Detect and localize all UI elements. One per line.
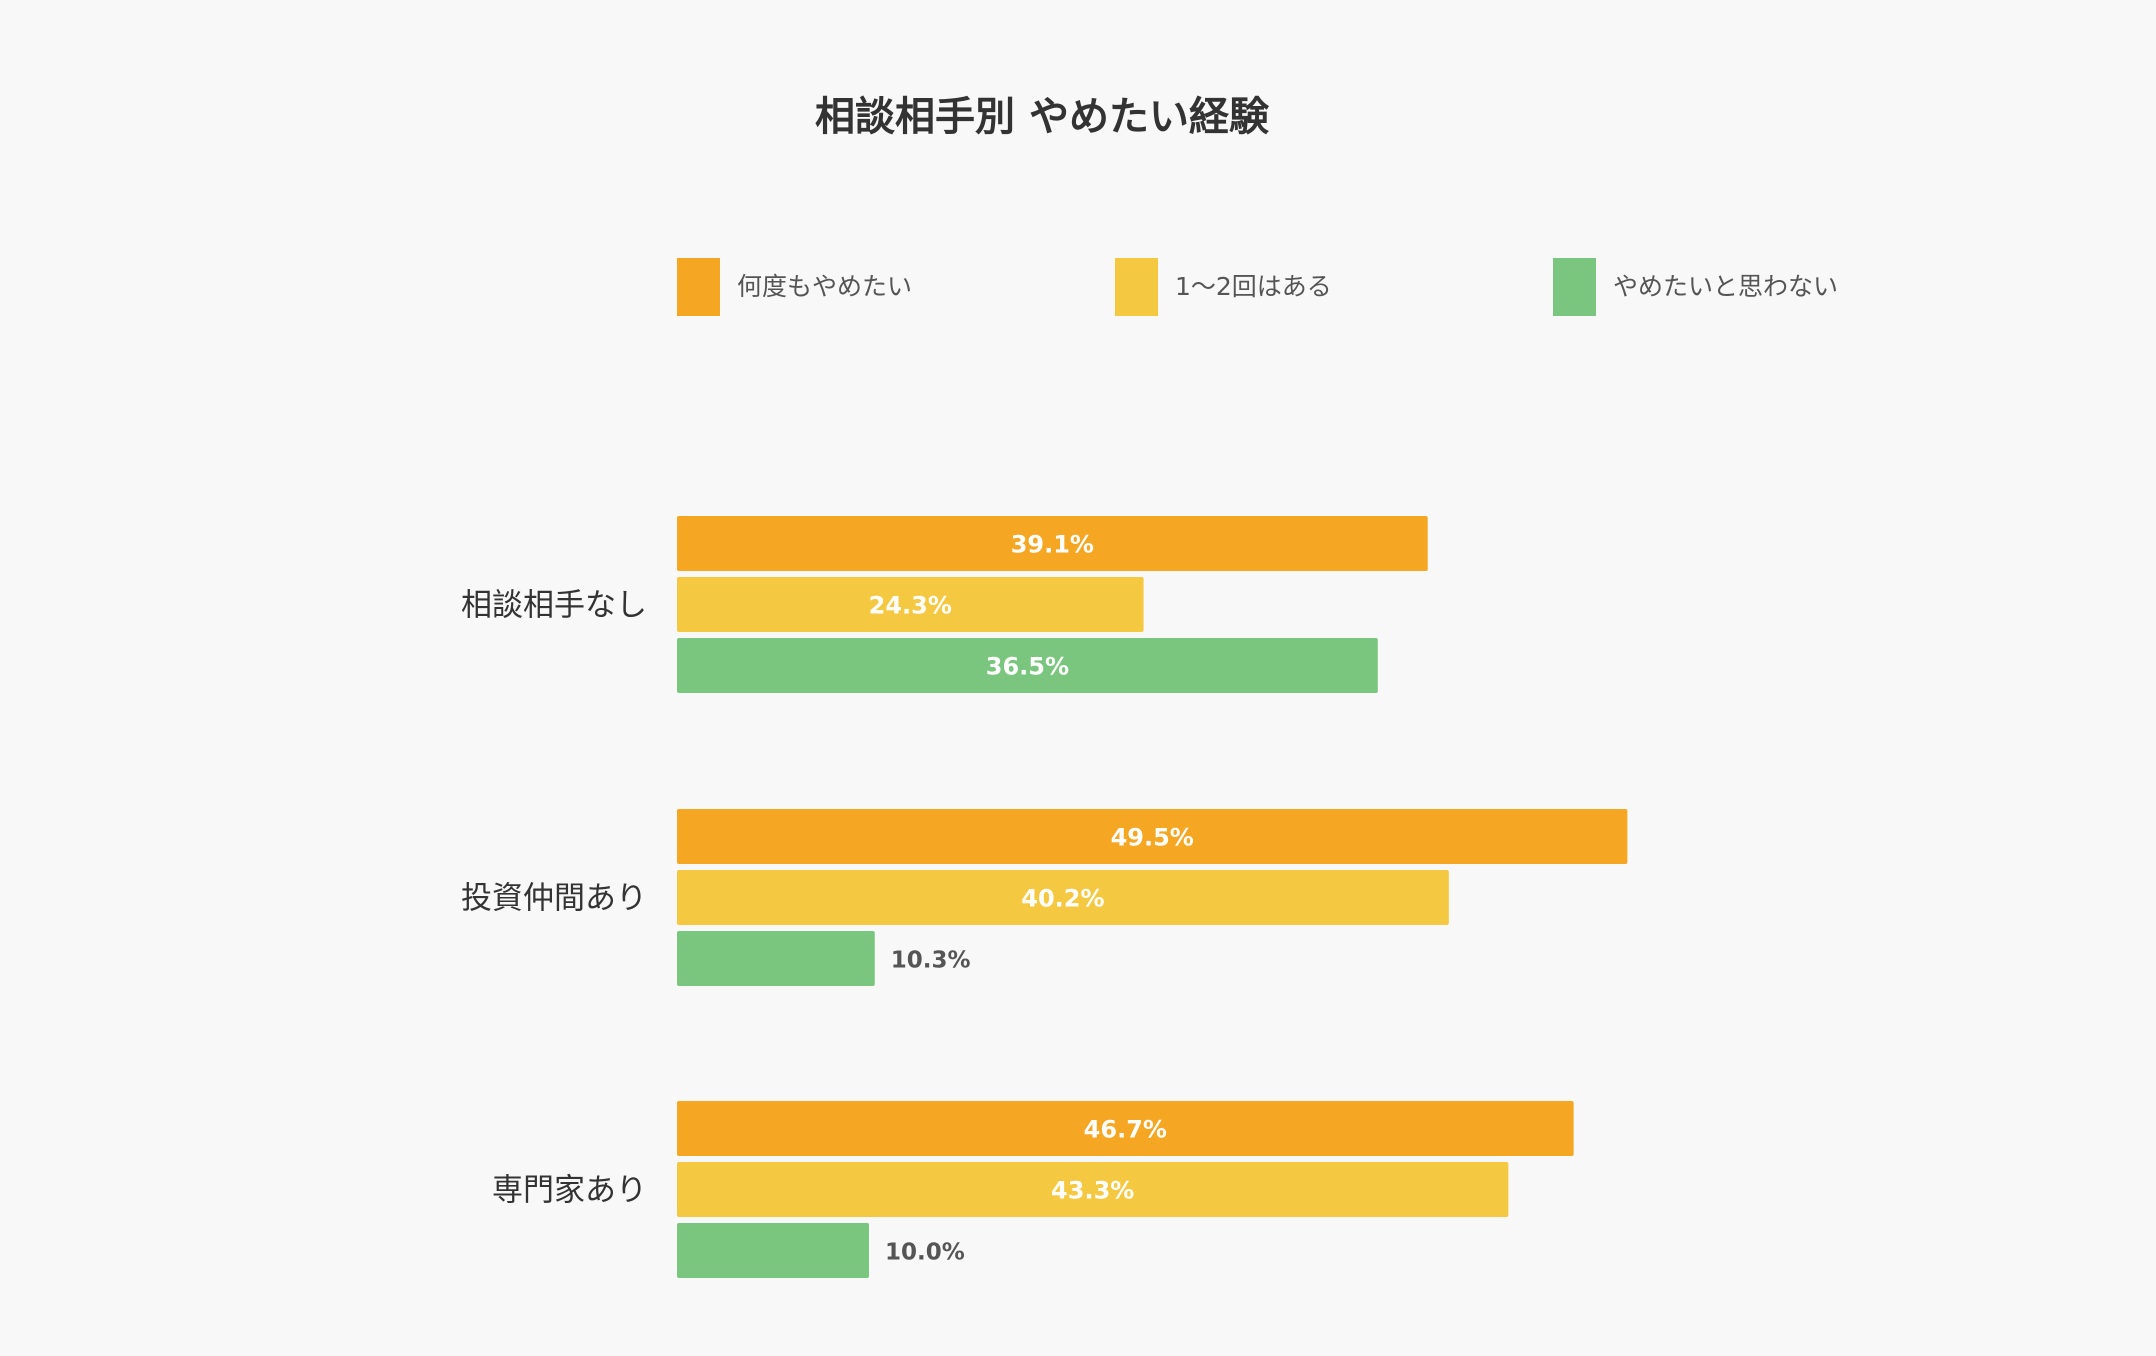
bar [677, 1101, 1574, 1156]
bar-value-label: 39.1% [1011, 531, 1094, 559]
bar [677, 577, 1144, 632]
legend-label: 1〜2回はある [1175, 272, 1332, 301]
bar [677, 1162, 1509, 1217]
bar [677, 638, 1378, 693]
bar [677, 931, 875, 986]
bar [677, 516, 1428, 571]
chart-title: 相談相手別 やめたい経験 [815, 94, 1270, 140]
legend-swatch [677, 258, 720, 316]
bar-value-label: 40.2% [1021, 885, 1104, 913]
bar-value-label: 36.5% [986, 653, 1069, 681]
legend-swatch [1553, 258, 1596, 316]
bars: 39.1% 24.3% 36.5% 49.5% 40.2% 10.3% 46.7% 43.3%… [677, 516, 1628, 1278]
legend-label: 何度もやめたい [737, 272, 912, 301]
category-label: 専門家あり [492, 1173, 647, 1209]
bar-value-label: 10.0% [885, 1240, 965, 1266]
bar-value-label: 24.3% [869, 592, 952, 620]
bar [677, 870, 1449, 925]
category-label: 相談相手なし [461, 588, 647, 624]
bar-value-label: 43.3% [1051, 1177, 1134, 1205]
bar-value-label: 46.7% [1084, 1116, 1167, 1144]
bar-value-label: 49.5% [1111, 824, 1194, 852]
legend-swatch [1115, 258, 1158, 316]
bar [677, 1223, 869, 1278]
bar-value-label: 10.3% [891, 948, 971, 974]
legend-label: やめたいと思わない [1613, 272, 1838, 301]
bar [677, 809, 1628, 864]
legend: 何度もやめたい 1〜2回はある やめたいと思わない [677, 258, 1838, 316]
category-label: 投資仲間あり [461, 881, 647, 917]
